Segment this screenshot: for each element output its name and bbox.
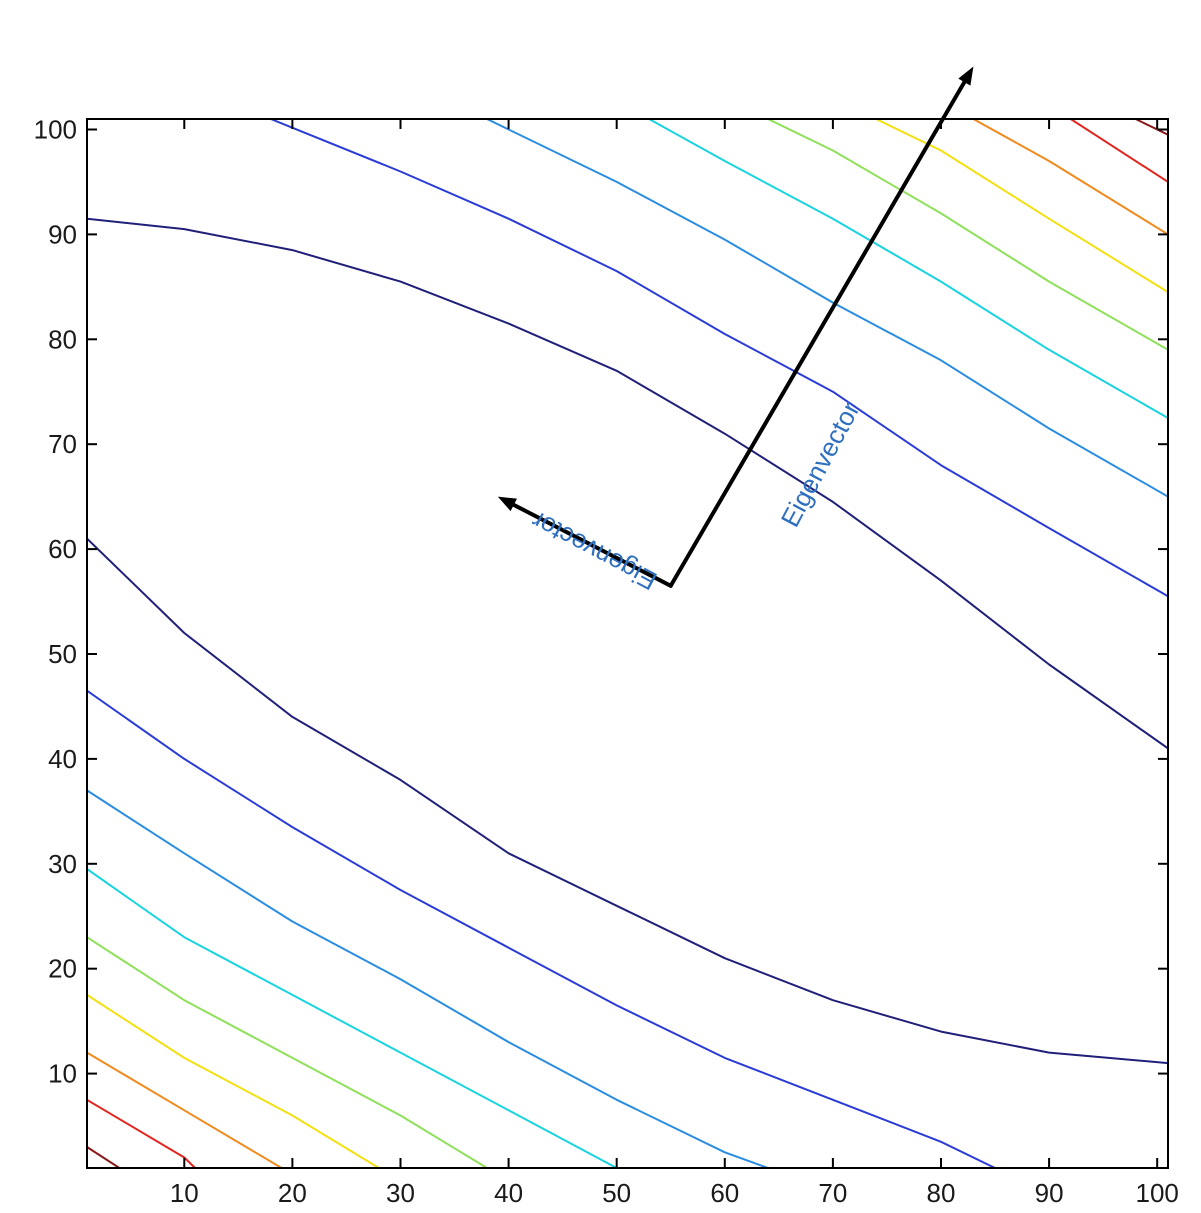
contour-line: [87, 994, 380, 1168]
contour-line: [87, 789, 769, 1168]
contour-line: [972, 119, 1168, 236]
x-tick-label: 80: [927, 1178, 956, 1208]
contour-line: [486, 119, 1168, 498]
y-tick-label: 10: [48, 1059, 77, 1089]
y-tick-label: 30: [48, 849, 77, 879]
x-axis: 10 20 30 40 50 60 70 80 90 100: [170, 119, 1179, 1208]
contour-line: [87, 537, 1168, 1065]
y-tick-label: 70: [48, 429, 77, 459]
y-tick-label: 40: [48, 744, 77, 774]
x-tick-label: 20: [278, 1178, 307, 1208]
x-tick-label: 10: [170, 1178, 199, 1208]
eigenvector-arrows: [497, 66, 974, 588]
contour-line: [87, 868, 618, 1168]
contour-line: [1135, 119, 1168, 136]
contour-line: [875, 119, 1168, 293]
x-tick-label: 40: [494, 1178, 523, 1208]
y-tick-label: 20: [48, 954, 77, 984]
contour-line: [1070, 119, 1168, 183]
contour-line: [87, 689, 996, 1168]
y-axis: 10 20 30 40 50 60 70 80 90 100: [34, 114, 1168, 1089]
contour-line: [87, 936, 488, 1168]
eigenvector-arrow-head: [958, 66, 974, 86]
y-tick-label: 100: [34, 114, 77, 144]
y-tick-label: 60: [48, 534, 77, 564]
eigenvector-arrow-head: [497, 496, 517, 512]
contour-line: [87, 217, 1168, 750]
x-tick-label: 30: [386, 1178, 415, 1208]
x-tick-label: 50: [602, 1178, 631, 1208]
eigenvector-arrow-shaft: [511, 502, 673, 588]
contour-line: [87, 1146, 120, 1168]
plot-frame: [86, 118, 1169, 1169]
contour-line: [648, 119, 1168, 419]
y-tick-label: 80: [48, 324, 77, 354]
y-tick-label: 50: [48, 639, 77, 669]
x-tick-label: 60: [710, 1178, 739, 1208]
x-tick-label: 100: [1135, 1178, 1178, 1208]
contour-line: [767, 119, 1168, 351]
y-tick-label: 90: [48, 219, 77, 249]
contour-line: [87, 1098, 196, 1168]
contour-line: [87, 1051, 283, 1168]
contour-lines: [87, 119, 1168, 1168]
x-tick-label: 70: [818, 1178, 847, 1208]
eigenvector-arrow-shaft: [668, 80, 967, 588]
x-tick-label: 90: [1035, 1178, 1064, 1208]
plot-area: [87, 119, 1168, 1168]
contour-line: [270, 119, 1168, 598]
